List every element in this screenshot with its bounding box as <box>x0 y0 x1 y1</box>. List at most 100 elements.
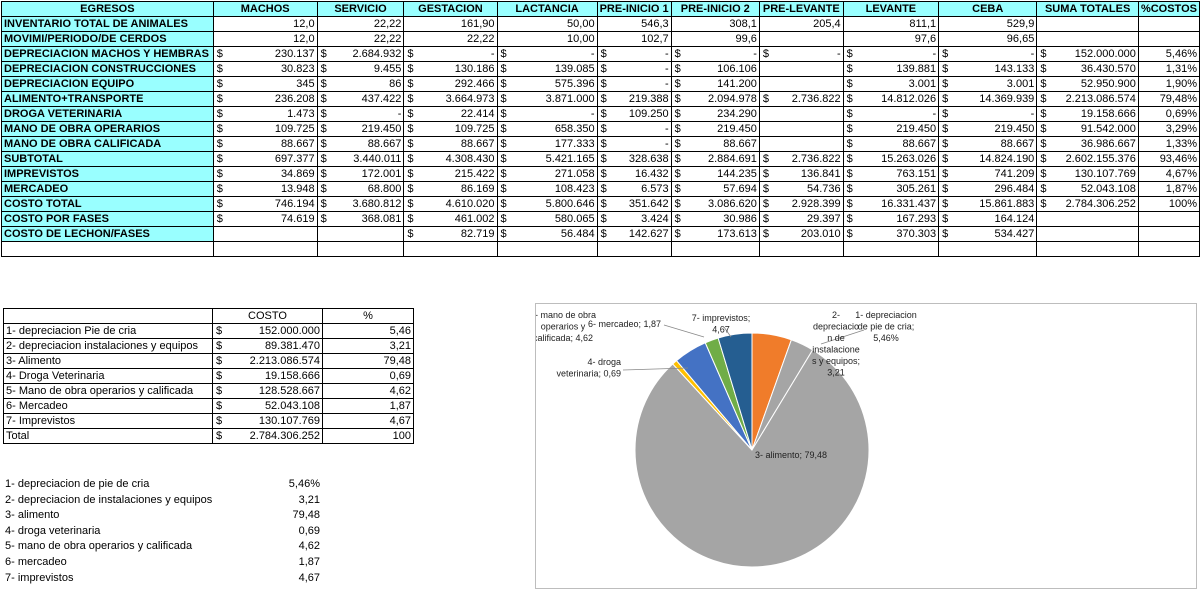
table-cell[interactable]: $3.424 <box>596 211 672 227</box>
column-header[interactable]: LEVANTE <box>842 1 940 17</box>
table-cell[interactable] <box>1137 31 1200 47</box>
table-cell[interactable]: $741.209 <box>938 166 1038 182</box>
table-cell[interactable]: $2.736.822 <box>758 91 844 107</box>
table-cell[interactable]: $2.784.306.252 <box>1036 196 1139 212</box>
table-cell[interactable] <box>316 226 405 242</box>
table-cell[interactable] <box>1137 16 1200 32</box>
table-cell[interactable]: 12,0 <box>212 16 318 32</box>
empty-cell[interactable] <box>670 241 760 257</box>
table-cell[interactable]: $575.396 <box>496 76 598 92</box>
table-cell[interactable]: $57.694 <box>670 181 760 197</box>
table-cell[interactable]: $ - <box>316 106 405 122</box>
table-cell[interactable]: $2.884.691 <box>670 151 760 167</box>
row-label[interactable]: COSTO POR FASES <box>1 211 214 227</box>
table-cell[interactable]: $15.861.883 <box>938 196 1038 212</box>
empty-cell[interactable] <box>1 241 214 257</box>
table-cell[interactable]: $351.642 <box>596 196 672 212</box>
table-cell[interactable]: 811,1 <box>842 16 940 32</box>
table-cell[interactable]: $658.350 <box>496 121 598 137</box>
cost-pie-chart[interactable]: 1- depreciacion de pie de cria; 5,46% 2-dep… <box>530 303 1197 589</box>
table-cell[interactable]: $215.422 <box>403 166 498 182</box>
table-cell[interactable]: 97,6 <box>842 31 940 47</box>
row-label[interactable]: DEPRECIACION EQUIPO <box>1 76 214 92</box>
table-cell[interactable] <box>758 61 844 77</box>
table-cell[interactable]: $219.450 <box>670 121 760 137</box>
table-cell[interactable]: $763.151 <box>842 166 940 182</box>
summary-cost[interactable]: $2.213.086.574 <box>212 353 323 369</box>
summary-pct[interactable]: 4,62 <box>322 383 414 399</box>
table-cell[interactable]: $30.823 <box>212 61 318 77</box>
column-header[interactable]: MACHOS <box>212 1 318 17</box>
table-cell[interactable] <box>1036 211 1139 227</box>
column-header[interactable]: CEBA <box>938 1 1038 17</box>
empty-cell[interactable] <box>496 241 598 257</box>
table-cell[interactable]: $219.450 <box>938 121 1038 137</box>
summary-pct[interactable]: 4,67 <box>322 413 414 429</box>
summary-column-header[interactable]: COSTO <box>212 308 323 324</box>
table-cell[interactable]: $ - <box>596 121 672 137</box>
table-cell[interactable]: $15.263.026 <box>842 151 940 167</box>
empty-cell[interactable] <box>758 241 844 257</box>
column-header[interactable]: SUMA TOTALES <box>1036 1 1139 17</box>
table-cell[interactable]: $746.194 <box>212 196 318 212</box>
empty-cell[interactable] <box>1137 241 1200 257</box>
table-cell[interactable]: $109.725 <box>403 121 498 137</box>
table-cell[interactable]: $ - <box>596 61 672 77</box>
table-cell[interactable] <box>758 121 844 137</box>
table-cell[interactable]: $91.542.000 <box>1036 121 1139 137</box>
list-item[interactable]: 5- mano de obra operarios y calificada 4,… <box>5 539 320 555</box>
table-cell[interactable] <box>758 136 844 152</box>
summary-pct[interactable]: 100 <box>322 428 414 444</box>
table-cell[interactable]: 546,3 <box>596 16 672 32</box>
table-cell[interactable]: $ - <box>842 46 940 62</box>
table-cell[interactable]: $2.684.932 <box>316 46 405 62</box>
table-cell[interactable]: $219.450 <box>842 121 940 137</box>
column-header[interactable]: PRE-LEVANTE <box>758 1 844 17</box>
table-cell[interactable]: $36.430.570 <box>1036 61 1139 77</box>
row-label[interactable]: MOVIMI/PERIODO/DE CERDOS <box>1 31 214 47</box>
row-label[interactable]: COSTO DE LECHON/FASES <box>1 226 214 242</box>
table-cell[interactable]: 5,46% <box>1137 46 1200 62</box>
summary-label[interactable]: 2- depreciacion instalaciones y equipos <box>3 338 213 354</box>
table-cell[interactable]: $697.377 <box>212 151 318 167</box>
summary-column-header[interactable] <box>3 308 213 324</box>
table-cell[interactable]: $152.000.000 <box>1036 46 1139 62</box>
table-cell[interactable]: $3.871.000 <box>496 91 598 107</box>
summary-cost[interactable]: $89.381.470 <box>212 338 323 354</box>
table-cell[interactable]: 161,90 <box>403 16 498 32</box>
table-cell[interactable]: 1,33% <box>1137 136 1200 152</box>
table-cell[interactable]: $ - <box>596 136 672 152</box>
table-cell[interactable]: $370.303 <box>842 226 940 242</box>
summary-cost[interactable]: $19.158.666 <box>212 368 323 384</box>
table-cell[interactable]: $172.001 <box>316 166 405 182</box>
table-cell[interactable]: $177.333 <box>496 136 598 152</box>
row-label[interactable]: ALIMENTO+TRANSPORTE <box>1 91 214 107</box>
table-cell[interactable]: $22.414 <box>403 106 498 122</box>
table-cell[interactable]: 96,65 <box>938 31 1038 47</box>
table-cell[interactable]: $203.010 <box>758 226 844 242</box>
table-cell[interactable]: $ - <box>670 46 760 62</box>
table-cell[interactable]: $ - <box>496 106 598 122</box>
table-cell[interactable]: $86.169 <box>403 181 498 197</box>
table-cell[interactable]: $2.602.155.376 <box>1036 151 1139 167</box>
table-cell[interactable]: $5.421.165 <box>496 151 598 167</box>
empty-cell[interactable] <box>316 241 405 257</box>
empty-cell[interactable] <box>403 241 498 257</box>
table-cell[interactable]: $230.137 <box>212 46 318 62</box>
table-cell[interactable]: $54.736 <box>758 181 844 197</box>
table-cell[interactable] <box>1137 211 1200 227</box>
summary-cost[interactable]: $152.000.000 <box>212 323 323 339</box>
table-cell[interactable]: $130.186 <box>403 61 498 77</box>
table-cell[interactable]: $368.081 <box>316 211 405 227</box>
row-label[interactable]: COSTO TOTAL <box>1 196 214 212</box>
table-cell[interactable]: $173.613 <box>670 226 760 242</box>
row-label[interactable]: DEPRECIACION MACHOS Y HEMBRAS <box>1 46 214 62</box>
empty-cell[interactable] <box>842 241 940 257</box>
row-label[interactable]: SUBTOTAL <box>1 151 214 167</box>
table-cell[interactable]: 102,7 <box>596 31 672 47</box>
table-cell[interactable]: 529,9 <box>938 16 1038 32</box>
table-cell[interactable]: $ - <box>938 46 1038 62</box>
table-cell[interactable]: $292.466 <box>403 76 498 92</box>
table-cell[interactable]: $345 <box>212 76 318 92</box>
table-cell[interactable]: 10,00 <box>496 31 598 47</box>
